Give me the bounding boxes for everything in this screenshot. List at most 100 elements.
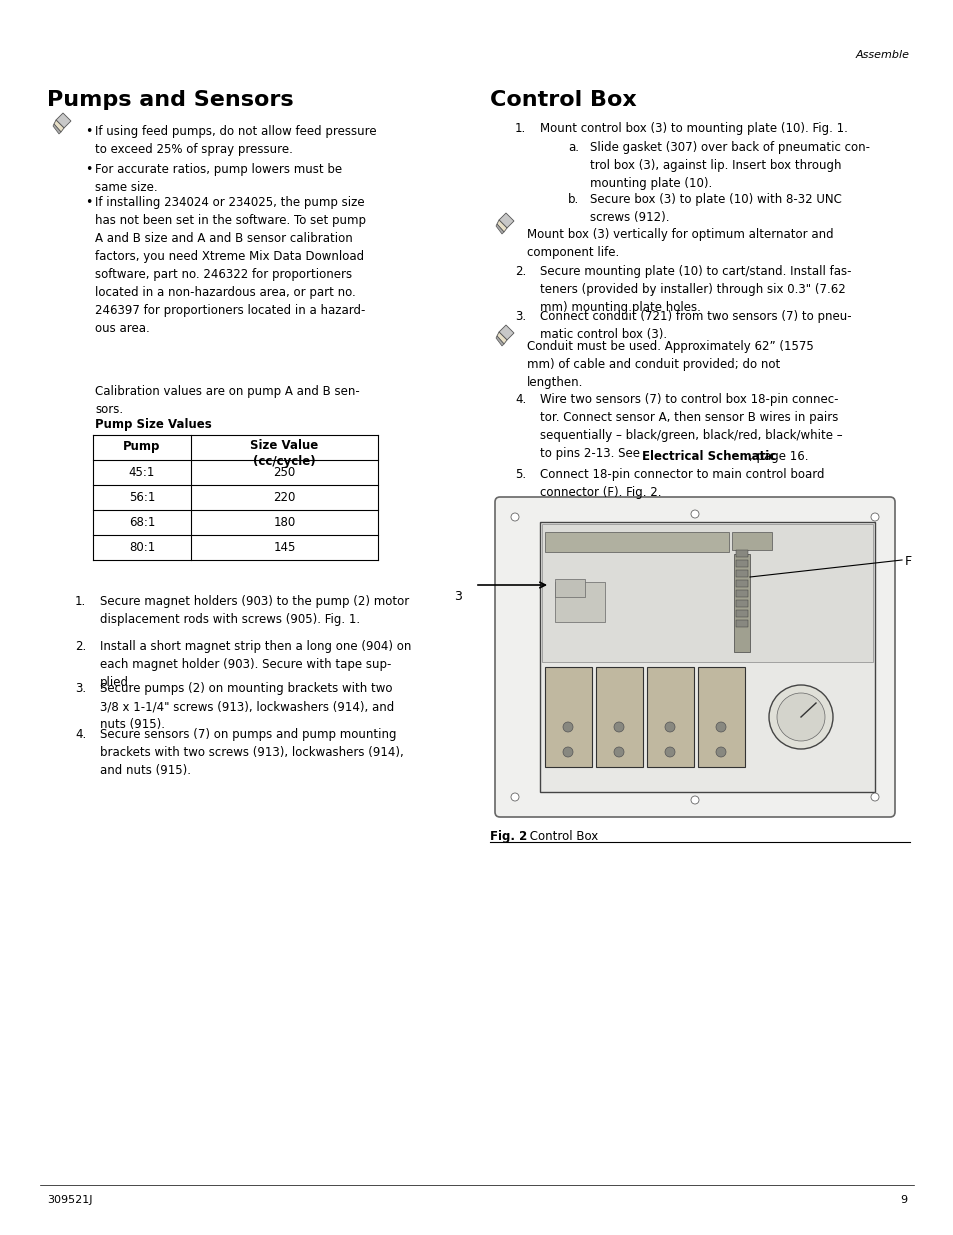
Text: Size Value
(cc/cycle): Size Value (cc/cycle): [250, 438, 318, 468]
Text: Calibration values are on pump A and B sen-
sors.: Calibration values are on pump A and B s…: [95, 385, 359, 416]
Text: Secure box (3) to plate (10) with 8-32 UNC
screws (912).: Secure box (3) to plate (10) with 8-32 U…: [589, 193, 841, 224]
Text: •: •: [85, 125, 92, 138]
Circle shape: [664, 722, 675, 732]
Text: 180: 180: [274, 516, 295, 529]
Bar: [731, 532, 771, 550]
Text: Mount control box (3) to mounting plate (10). Fig. 1.: Mount control box (3) to mounting plate …: [539, 122, 847, 135]
Text: 80:1: 80:1: [129, 541, 155, 555]
Text: Connect conduit (721) from two sensors (7) to pneu-
matic control box (3).: Connect conduit (721) from two sensors (…: [539, 310, 851, 341]
Bar: [735, 580, 747, 587]
Bar: [733, 555, 749, 652]
Text: 1.: 1.: [75, 595, 86, 608]
Circle shape: [716, 722, 725, 732]
Circle shape: [870, 793, 878, 802]
Text: , page 16.: , page 16.: [748, 450, 807, 463]
Circle shape: [614, 722, 623, 732]
Circle shape: [562, 747, 573, 757]
Text: Control Box: Control Box: [490, 90, 636, 110]
Text: 145: 145: [273, 541, 295, 555]
Bar: [646, 667, 693, 767]
Text: 3: 3: [454, 590, 461, 603]
Text: 3.: 3.: [75, 682, 86, 695]
Text: Slide gasket (307) over back of pneumatic con-
trol box (3), against lip. Insert: Slide gasket (307) over back of pneumati…: [589, 141, 869, 190]
Bar: [596, 667, 642, 767]
Text: If installing 234024 or 234025, the pump size
has not been set in the software. : If installing 234024 or 234025, the pump…: [95, 196, 366, 335]
Bar: [735, 610, 747, 618]
Text: Secure pumps (2) on mounting brackets with two
3/8 x 1-1/4" screws (913), lockwa: Secure pumps (2) on mounting brackets wi…: [100, 682, 394, 731]
Bar: [541, 524, 872, 662]
Text: 3.: 3.: [515, 310, 525, 324]
Text: 2.: 2.: [515, 266, 526, 278]
Text: 1.: 1.: [515, 122, 526, 135]
Polygon shape: [497, 332, 506, 345]
Polygon shape: [496, 336, 503, 346]
Text: •: •: [85, 196, 92, 209]
Circle shape: [664, 747, 675, 757]
Text: 5.: 5.: [515, 468, 525, 480]
Bar: [539, 522, 874, 792]
Text: 68:1: 68:1: [129, 516, 155, 529]
Text: Conduit must be used. Approximately 62” (1575
mm) of cable and conduit provided;: Conduit must be used. Approximately 62” …: [526, 340, 813, 389]
Polygon shape: [54, 120, 64, 132]
Text: Install a short magnet strip then a long one (904) on
each magnet holder (903). : Install a short magnet strip then a long…: [100, 640, 411, 689]
Text: Secure magnet holders (903) to the pump (2) motor
displacement rods with screws : Secure magnet holders (903) to the pump …: [100, 595, 409, 626]
Polygon shape: [53, 124, 61, 135]
Circle shape: [870, 513, 878, 521]
Circle shape: [716, 747, 725, 757]
Text: 45:1: 45:1: [129, 466, 155, 479]
Circle shape: [690, 797, 699, 804]
FancyBboxPatch shape: [495, 496, 894, 818]
Circle shape: [614, 747, 623, 757]
Circle shape: [511, 793, 518, 802]
Text: 220: 220: [273, 492, 295, 504]
Text: 4.: 4.: [515, 393, 526, 406]
Text: Electrical Schematic: Electrical Schematic: [641, 450, 776, 463]
Text: Assemble: Assemble: [855, 49, 909, 61]
Text: Mount box (3) vertically for optimum alternator and
component life.: Mount box (3) vertically for optimum alt…: [526, 228, 833, 259]
Text: •: •: [85, 163, 92, 177]
Circle shape: [690, 510, 699, 517]
Circle shape: [768, 685, 832, 748]
Text: Connect 18-pin connector to main control board
connector (F). Fig. 2.: Connect 18-pin connector to main control…: [539, 468, 823, 499]
Text: If using feed pumps, do not allow feed pressure
to exceed 25% of spray pressure.: If using feed pumps, do not allow feed p…: [95, 125, 376, 156]
Text: J1: J1: [706, 674, 714, 683]
Bar: [735, 600, 747, 606]
Text: 2.: 2.: [75, 640, 86, 653]
Bar: [735, 590, 747, 597]
Text: For accurate ratios, pump lowers must be
same size.: For accurate ratios, pump lowers must be…: [95, 163, 342, 194]
Text: 56:1: 56:1: [129, 492, 155, 504]
Bar: [544, 667, 592, 767]
Bar: [544, 532, 728, 552]
Text: Pump Size Values: Pump Size Values: [95, 417, 212, 431]
Text: Wire two sensors (7) to control box 18-pin connec-
tor. Connect sensor A, then s: Wire two sensors (7) to control box 18-p…: [539, 393, 841, 459]
Text: Secure mounting plate (10) to cart/stand. Install fas-
teners (provided by insta: Secure mounting plate (10) to cart/stand…: [539, 266, 851, 314]
Text: 4.: 4.: [75, 727, 86, 741]
Bar: [555, 579, 584, 597]
Text: J2: J2: [547, 674, 556, 683]
Polygon shape: [498, 325, 514, 340]
Circle shape: [776, 693, 824, 741]
Text: b.: b.: [567, 193, 578, 206]
Text: Pumps and Sensors: Pumps and Sensors: [47, 90, 294, 110]
Text: 309521J: 309521J: [47, 1195, 92, 1205]
Text: a.: a.: [567, 141, 578, 154]
Bar: [735, 550, 747, 557]
Circle shape: [562, 722, 573, 732]
Text: Pump: Pump: [123, 440, 160, 453]
Text: Control Box: Control Box: [525, 830, 598, 844]
Polygon shape: [496, 224, 503, 233]
Text: Secure sensors (7) on pumps and pump mounting
brackets with two screws (913), lo: Secure sensors (7) on pumps and pump mou…: [100, 727, 403, 777]
Text: F: F: [904, 555, 911, 568]
Text: 250: 250: [274, 466, 295, 479]
Circle shape: [511, 513, 518, 521]
Polygon shape: [497, 220, 506, 232]
Bar: [555, 582, 604, 622]
Text: Fig. 2: Fig. 2: [490, 830, 527, 844]
Polygon shape: [498, 212, 514, 228]
Bar: [735, 559, 747, 567]
Polygon shape: [56, 112, 71, 128]
Bar: [735, 571, 747, 577]
Text: 9: 9: [899, 1195, 906, 1205]
Bar: [698, 667, 744, 767]
Bar: [735, 620, 747, 627]
